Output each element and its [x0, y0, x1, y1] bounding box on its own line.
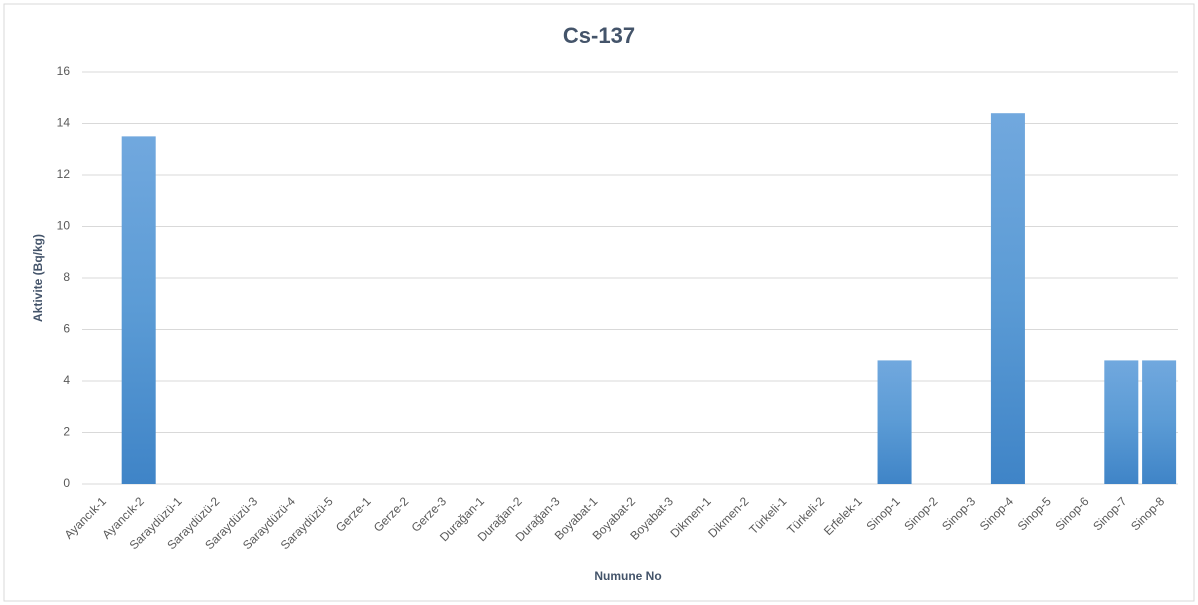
y-tick-label: 10 [57, 219, 71, 233]
y-tick-label: 12 [57, 167, 71, 181]
bar [1142, 360, 1177, 484]
x-axis-title: Numune No [594, 569, 661, 583]
y-tick-label: 14 [57, 116, 71, 130]
bar [121, 136, 156, 484]
bar [1104, 360, 1139, 484]
y-tick-label: 2 [63, 425, 70, 439]
bar [877, 360, 912, 484]
y-tick-label: 4 [63, 373, 70, 387]
chart-title: Cs-137 [563, 23, 635, 48]
y-tick-label: 0 [63, 476, 70, 490]
bar [990, 113, 1025, 484]
y-axis-title: Aktivite (Bq/kg) [31, 234, 45, 322]
y-tick-label: 8 [63, 270, 70, 284]
y-tick-label: 16 [57, 64, 71, 78]
y-tick-label: 6 [63, 322, 70, 336]
